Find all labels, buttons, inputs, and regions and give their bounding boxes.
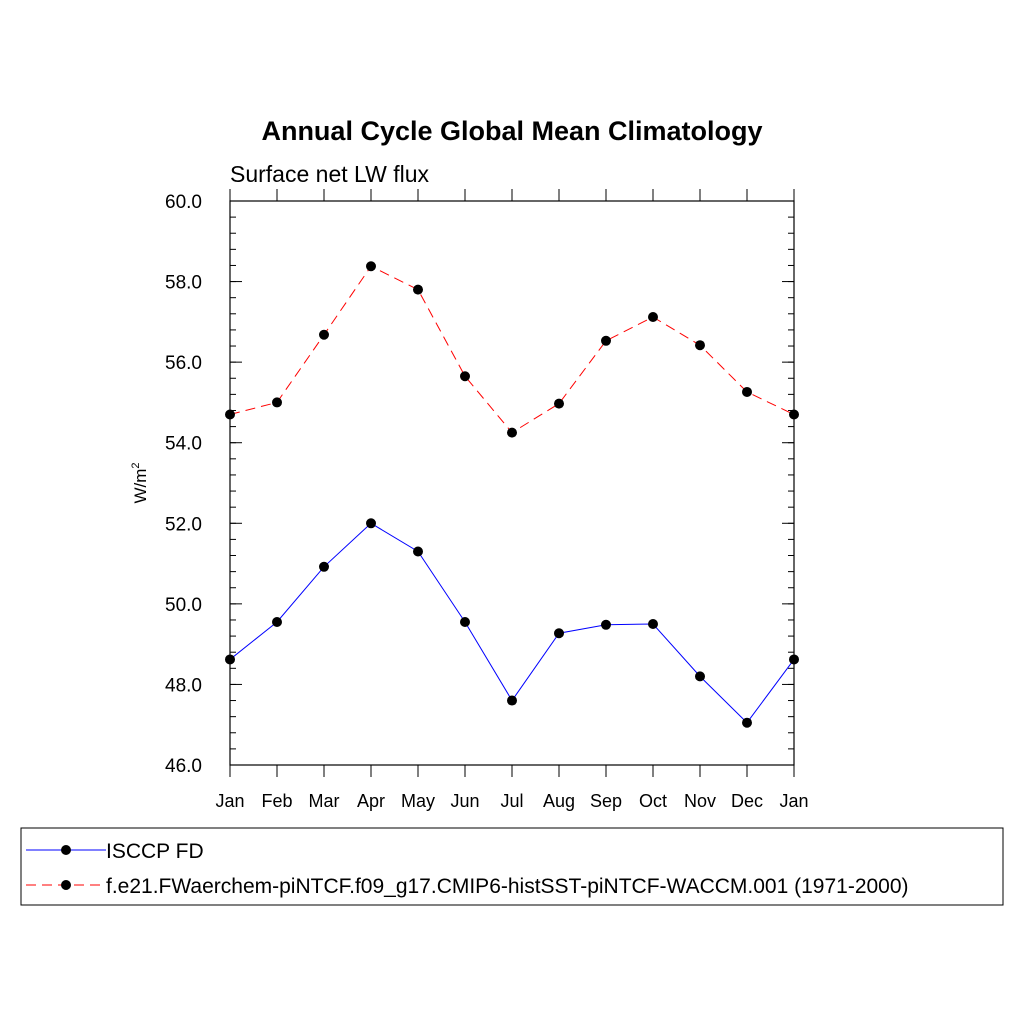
data-point-series-0 xyxy=(319,561,329,572)
x-tick-label: Sep xyxy=(590,791,622,811)
data-point-series-1 xyxy=(272,397,282,408)
x-tick-label: Dec xyxy=(731,791,763,811)
legend-marker-model xyxy=(61,880,71,890)
chart-subtitle: Surface net LW flux xyxy=(230,161,429,187)
x-tick-label: Jul xyxy=(500,791,523,811)
y-tick-label: 46.0 xyxy=(165,756,202,777)
data-point-series-0 xyxy=(695,671,705,682)
data-point-series-0 xyxy=(554,628,564,639)
legend-marker-isccp xyxy=(61,845,71,855)
data-point-series-1 xyxy=(554,398,564,409)
series-line-0 xyxy=(229,522,795,724)
y-tick-label: 56.0 xyxy=(165,353,202,374)
y-axis-label: W/m2 xyxy=(130,462,150,503)
data-point-series-0 xyxy=(413,546,423,557)
y-tick-label: 48.0 xyxy=(165,675,202,696)
data-point-series-1 xyxy=(366,261,376,272)
y-axis-label-superscript: 2 xyxy=(130,462,142,468)
data-point-series-1 xyxy=(319,329,329,340)
data-point-series-0 xyxy=(648,619,658,629)
data-point-series-0 xyxy=(460,616,470,627)
data-point-series-0 xyxy=(507,695,517,706)
data-point-series-1 xyxy=(695,340,705,351)
data-point-series-1 xyxy=(648,312,658,323)
axis-ticks xyxy=(229,189,795,777)
data-point-series-1 xyxy=(413,284,423,295)
y-tick-label: 58.0 xyxy=(165,273,202,294)
data-point-series-1 xyxy=(742,386,752,397)
x-tick-label: May xyxy=(401,791,435,811)
x-tick-label: Feb xyxy=(261,791,292,811)
legend-box xyxy=(20,827,1004,906)
x-tick-label: Jan xyxy=(215,791,244,811)
data-point-series-1 xyxy=(507,427,517,438)
plot-frame xyxy=(229,200,795,766)
legend: ISCCP FD f.e21.FWaerchem-piNTCF.f09_g17.… xyxy=(20,827,1004,906)
series-layer xyxy=(225,261,799,728)
x-tick-label: Jun xyxy=(450,791,479,811)
x-tick-label: Jan xyxy=(779,791,808,811)
y-tick-label: 60.0 xyxy=(165,192,202,213)
y-tick-labels: 46.0 48.0 50.0 52.0 54.0 56.0 58.0 60.0 xyxy=(165,192,202,777)
series-line-1 xyxy=(229,265,795,434)
data-point-series-1 xyxy=(601,335,611,346)
y-tick-label: 50.0 xyxy=(165,595,202,616)
x-tick-label: Aug xyxy=(543,791,575,811)
data-point-series-0 xyxy=(601,619,611,630)
data-point-series-1 xyxy=(460,371,470,382)
y-tick-label: 54.0 xyxy=(165,434,202,455)
y-tick-label: 52.0 xyxy=(165,514,202,535)
data-point-series-0 xyxy=(742,717,752,728)
y-axis-label-unit: W/m xyxy=(131,469,150,504)
data-point-series-0 xyxy=(272,616,282,627)
x-tick-labels: Jan Feb Mar Apr May Jun Jul Aug Sep Oct Nov Dec Jan xyxy=(215,791,808,811)
x-tick-label: Nov xyxy=(684,791,716,811)
x-tick-label: Mar xyxy=(309,791,340,811)
data-point-series-0 xyxy=(366,518,376,529)
x-tick-label: Apr xyxy=(357,791,385,811)
chart-title: Annual Cycle Global Mean Climatology xyxy=(261,116,762,146)
legend-label-isccp: ISCCP FD xyxy=(106,840,204,863)
x-tick-label: Oct xyxy=(639,791,667,811)
legend-label-model: f.e21.FWaerchem-piNTCF.f09_g17.CMIP6-his… xyxy=(106,875,909,898)
